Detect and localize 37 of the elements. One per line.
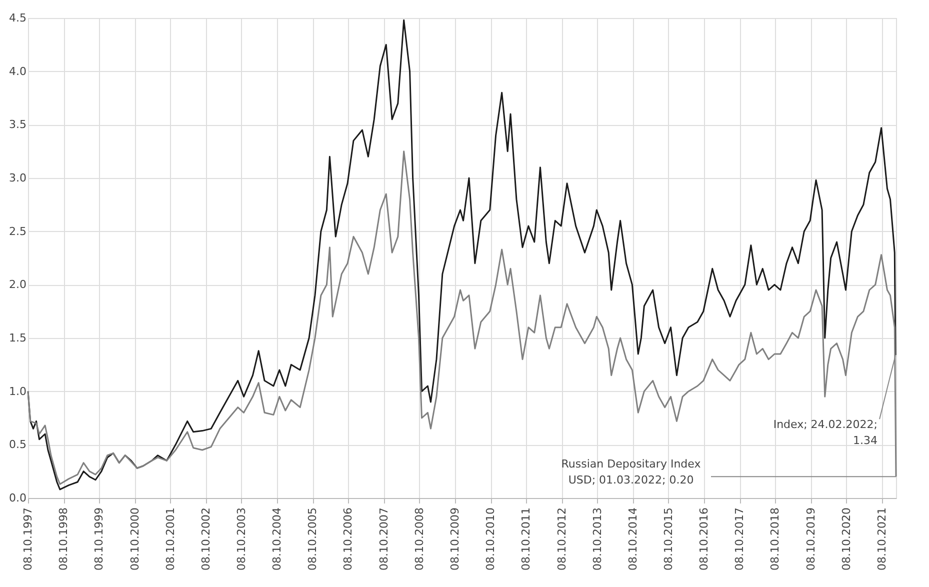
x-tick-label: 08.10.2017 — [733, 508, 746, 570]
x-tick-label: 08.10.2012 — [555, 508, 568, 570]
x-tick-label: 08.10.2011 — [520, 508, 533, 570]
y-tick-label: 0.5 — [9, 438, 26, 452]
x-tick-label: 08.10.2004 — [270, 508, 284, 570]
x-tick-label: 08.10.2010 — [484, 508, 498, 570]
x-tick-label: 08.10.1997 — [22, 508, 34, 570]
x-tick-label: 08.10.2005 — [306, 508, 320, 570]
annotation: Russian Depositary Index USD; 01.03.2022; 0.20 — [561, 458, 702, 487]
x-tick-label: 08.10.2009 — [448, 508, 462, 570]
x-tick-label: 08.10.2007 — [377, 508, 390, 570]
y-tick-label: 2.0 — [9, 278, 26, 292]
x-tick-label: 08.10.2014 — [626, 508, 640, 570]
x-tick-label: 08.10.2001 — [164, 508, 177, 570]
x-tick-label: 08.10.2015 — [662, 508, 675, 570]
x-tick-label: 08.10.2013 — [590, 508, 604, 570]
x-tick-label: 08.10.2019 — [804, 508, 818, 570]
y-tick-label: 1.5 — [9, 332, 26, 344]
x-tick-label: 08.10.2000 — [128, 508, 142, 570]
x-tick-label: 08.10.2021 — [875, 508, 888, 570]
y-tick-label: 3.0 — [9, 172, 26, 184]
y-tick-label: 3.5 — [9, 118, 26, 132]
x-tick-label: 08.10.1998 — [57, 508, 70, 570]
x-tick-label: 08.10.2002 — [199, 508, 212, 570]
y-tick-label: 4.0 — [9, 64, 26, 78]
x-tick-label: 08.10.2006 — [342, 508, 355, 570]
x-tick-label: 08.10.2003 — [234, 508, 248, 570]
y-tick-label: 4.5 — [9, 12, 26, 24]
x-tick-label: 08.10.1999 — [92, 508, 106, 570]
x-tick-label: 08.10.2008 — [412, 508, 426, 570]
y-tick-label: 0.0 — [9, 492, 26, 504]
y-tick-label: 1.0 — [9, 384, 26, 398]
x-tick-label: 08.10.2018 — [768, 508, 782, 570]
y-tick-label: 2.5 — [9, 224, 26, 238]
x-tick-label: 08.10.2020 — [840, 508, 853, 570]
x-tick-label: 08.10.2016 — [698, 508, 711, 570]
annotation: Index; 24.02.2022; 1.34 — [773, 418, 878, 448]
